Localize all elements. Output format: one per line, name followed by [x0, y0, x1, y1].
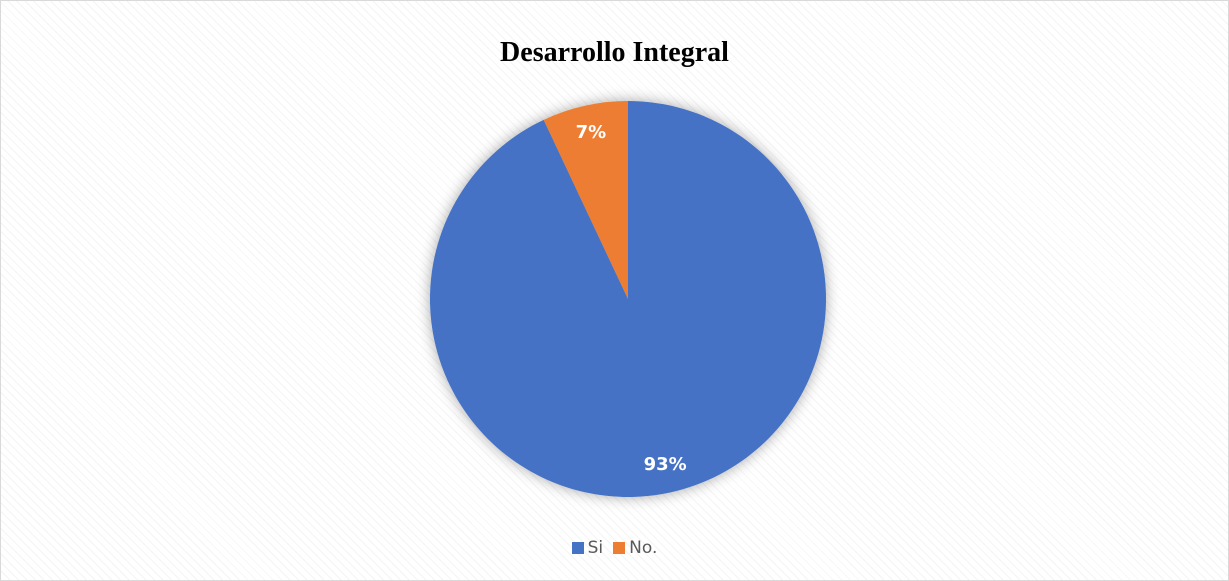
legend-entry: Si [572, 538, 604, 558]
data-label: 7% [576, 122, 607, 143]
legend-entry: No. [613, 538, 657, 558]
legend-swatch [572, 542, 584, 554]
legend-label: No. [629, 538, 657, 558]
data-label: 93% [644, 454, 687, 475]
legend-swatch [613, 542, 625, 554]
legend: Si No. [1, 538, 1228, 558]
legend-label: Si [588, 538, 604, 558]
